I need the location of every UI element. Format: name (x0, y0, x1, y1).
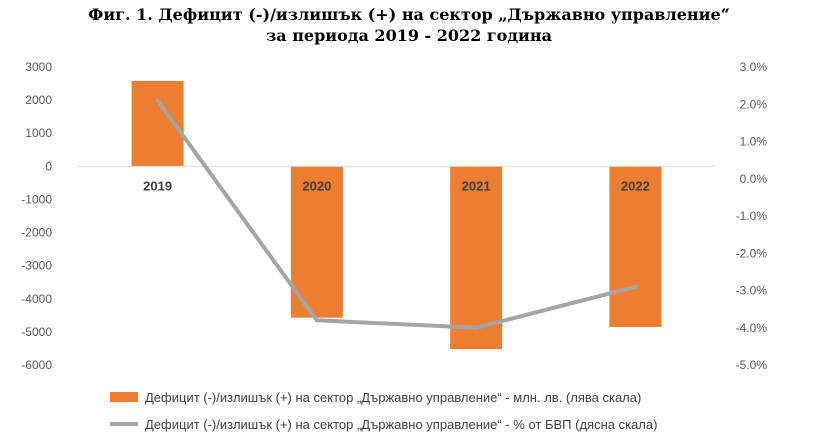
bar (450, 166, 503, 350)
right-tick-label: -3.0% (736, 284, 768, 298)
right-tick-label: 1.0% (740, 135, 768, 149)
legend-line-label: Дефицит (-)/излишък (+) на сектор „Държа… (145, 417, 657, 432)
series-line (155, 98, 638, 330)
legend-item-line: Дефицит (-)/излишък (+) на сектор „Държа… (110, 417, 657, 432)
legend-item-bar: Дефицит (-)/излишък (+) на сектор „Държа… (110, 390, 641, 405)
left-tick-label: -3000 (21, 259, 52, 273)
category-label: 2021 (462, 178, 491, 193)
chart-title-line2: за периода 2019 - 2022 година (266, 26, 552, 45)
category-label: 2019 (143, 178, 172, 193)
left-tick-label: -4000 (21, 292, 52, 306)
left-tick-label: 0 (45, 159, 52, 173)
right-tick-label: -1.0% (736, 209, 768, 223)
left-tick-label: 3000 (25, 60, 52, 74)
category-labels: 2019 2020 2021 2022 (143, 178, 650, 193)
category-label: 2022 (621, 178, 650, 193)
right-tick-label: 0.0% (740, 172, 768, 186)
right-axis-ticks: 3.0% 2.0% 1.0% 0.0% -1.0% -2.0% -3.0% -4.0% -5.0… (736, 60, 768, 372)
right-tick-label: -4.0% (736, 321, 768, 335)
bar (290, 166, 343, 318)
left-tick-label: -1000 (21, 192, 52, 206)
left-tick-label: -6000 (21, 358, 52, 372)
chart-title: Фиг. 1. Дефицит (-)/излишък (+) на секто… (0, 4, 818, 46)
left-tick-label: 1000 (25, 126, 52, 140)
left-tick-label: -2000 (21, 226, 52, 240)
chart-title-line1: Фиг. 1. Дефицит (-)/излишък (+) на секто… (88, 5, 730, 24)
line-point (474, 325, 479, 330)
left-tick-label: 2000 (25, 93, 52, 107)
legend-bar-label: Дефицит (-)/излишък (+) на сектор „Държа… (145, 390, 641, 405)
right-tick-label: 3.0% (740, 60, 768, 74)
line-point (314, 318, 319, 323)
line-series (155, 98, 638, 330)
bar (609, 166, 662, 327)
line-point (155, 98, 160, 103)
bar-series (131, 80, 662, 350)
right-tick-label: -5.0% (736, 358, 768, 372)
legend: Дефицит (-)/излишък (+) на сектор „Държа… (110, 390, 657, 432)
right-tick-label: 2.0% (740, 97, 768, 111)
category-label: 2020 (302, 178, 331, 193)
left-tick-label: -5000 (21, 325, 52, 339)
right-tick-label: -2.0% (736, 246, 768, 260)
left-axis-ticks: 3000 2000 1000 0 -1000 -2000 -3000 -4000 -5000 -6… (21, 60, 52, 372)
legend-bar-swatch (110, 392, 138, 402)
line-point (633, 284, 638, 289)
